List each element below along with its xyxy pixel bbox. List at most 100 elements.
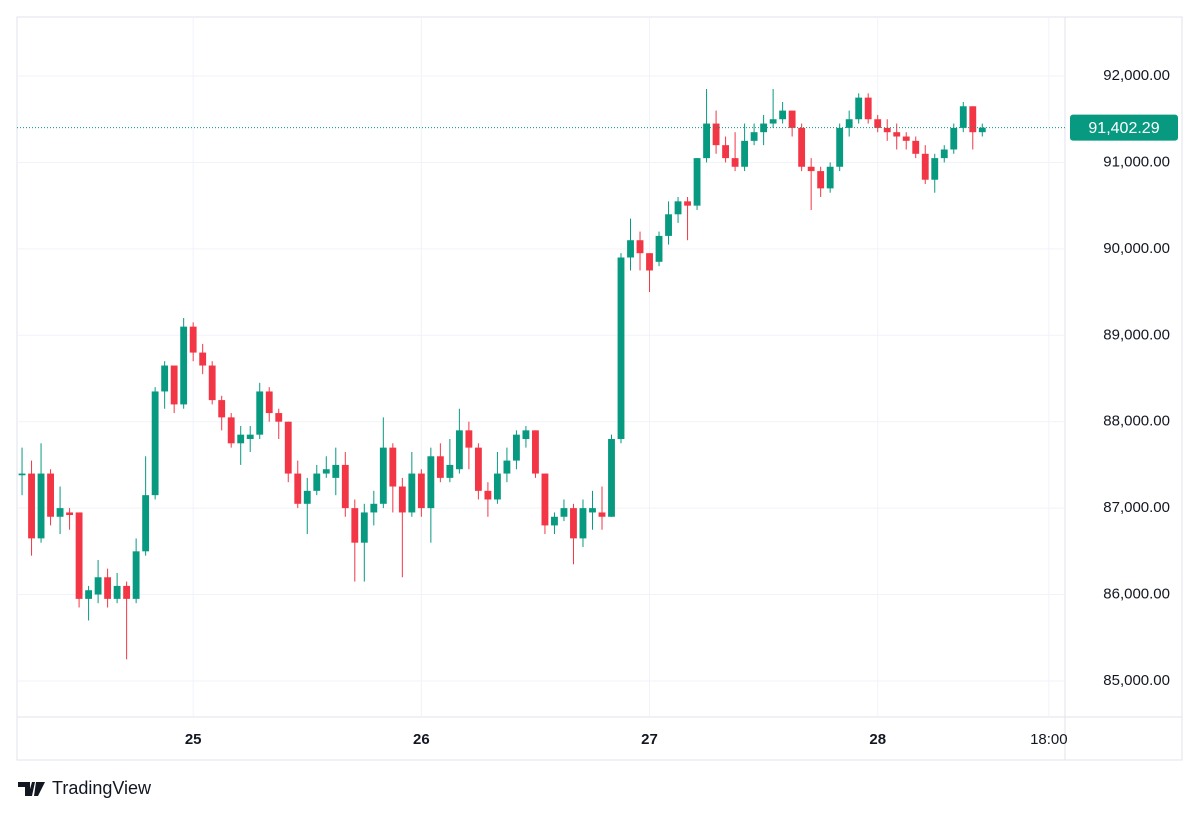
candle-body (313, 473, 321, 491)
candle-body (227, 417, 235, 444)
candle-body (85, 590, 93, 599)
candle-body (570, 508, 577, 539)
candle-body (256, 391, 264, 435)
candle-body (522, 430, 530, 439)
x-tick-label: 27 (641, 731, 658, 748)
candle-body (427, 456, 435, 509)
candle-body (237, 434, 245, 444)
y-tick-label: 85,000.00 (1103, 672, 1170, 689)
candle-body (969, 106, 977, 133)
y-tick-label: 86,000.00 (1103, 586, 1170, 603)
candle-body (142, 495, 150, 552)
candle-body (541, 473, 549, 526)
candle-body (94, 577, 102, 595)
candle-body (845, 119, 853, 128)
candle-body (104, 577, 112, 599)
candle-body (779, 110, 787, 120)
candle-body (322, 469, 330, 474)
candle-body (199, 352, 207, 366)
candle-body (532, 430, 539, 474)
candle-body (750, 132, 758, 141)
candle-body (275, 413, 283, 422)
candle-body (551, 516, 558, 526)
candle-body (712, 123, 720, 146)
candle-body (113, 585, 121, 599)
candle-body (693, 158, 701, 206)
candle-body (817, 171, 825, 189)
x-tick-label: 25 (185, 731, 202, 748)
candle-body (28, 473, 35, 539)
candle-body (484, 490, 492, 500)
logo (18, 782, 45, 796)
candle-body (446, 464, 454, 478)
candle-body (294, 473, 302, 504)
candle-body (589, 508, 596, 513)
candle-body (360, 512, 368, 543)
candle-body (579, 508, 587, 539)
candle-body (883, 127, 891, 133)
x-tick-label: 26 (413, 731, 430, 748)
candle-body (379, 447, 387, 504)
candle-body (940, 149, 948, 159)
y-tick-label: 88,000.00 (1103, 413, 1170, 430)
candle-body (760, 123, 768, 133)
candle-body (978, 127, 986, 133)
candle-body (608, 438, 615, 517)
candle-body (722, 145, 730, 159)
candle-body (807, 166, 815, 172)
candle-body (455, 430, 463, 470)
candle-body (417, 473, 425, 509)
candle-body (598, 512, 606, 517)
candle-body (731, 158, 739, 167)
candle-body (189, 326, 197, 353)
candle-body (855, 97, 863, 120)
candle-body (303, 490, 311, 504)
candle-body (218, 400, 226, 418)
candle-body (798, 127, 806, 167)
candle-body (636, 240, 644, 254)
x-tick-label: 18:00 (1030, 731, 1068, 748)
candle-body (617, 257, 625, 439)
candle-body (950, 127, 958, 150)
candle-body (836, 127, 844, 167)
candle-body (398, 486, 406, 513)
candle-body (655, 235, 663, 262)
candle-body (959, 106, 967, 128)
candle-body (132, 551, 140, 599)
candle-body (893, 132, 901, 137)
y-tick-label: 92,000.00 (1103, 67, 1170, 84)
candle-body (513, 434, 520, 461)
y-tick-label: 89,000.00 (1103, 326, 1170, 343)
x-tick-label: 28 (869, 731, 886, 748)
candle-body (503, 460, 511, 474)
candle-body (703, 123, 710, 159)
candle-body (18, 473, 26, 476)
candle-body (408, 473, 416, 513)
candle-body (370, 503, 378, 513)
candle-body (246, 434, 254, 439)
candle-body (66, 512, 73, 516)
candle-body (56, 508, 64, 517)
y-tick-label: 90,000.00 (1103, 240, 1170, 257)
candle-body (912, 140, 920, 154)
candle-body (684, 201, 691, 206)
candle-body (493, 473, 501, 500)
candle-body (665, 214, 672, 236)
candle-body (75, 512, 83, 599)
last-price-tag (1070, 114, 1178, 141)
candle-body (646, 253, 653, 271)
candle-body (902, 136, 910, 141)
candle-body (284, 421, 292, 474)
y-tick-label: 87,000.00 (1103, 499, 1170, 516)
candle-body (37, 473, 45, 539)
candle-body (674, 201, 682, 215)
candle-body (769, 119, 777, 124)
candle-body (921, 153, 929, 180)
candle-body (332, 464, 340, 478)
candle-body (826, 166, 834, 189)
candle-body (208, 365, 216, 401)
candle-body (560, 508, 568, 517)
candle-body (788, 110, 796, 128)
candle-body (170, 365, 178, 405)
